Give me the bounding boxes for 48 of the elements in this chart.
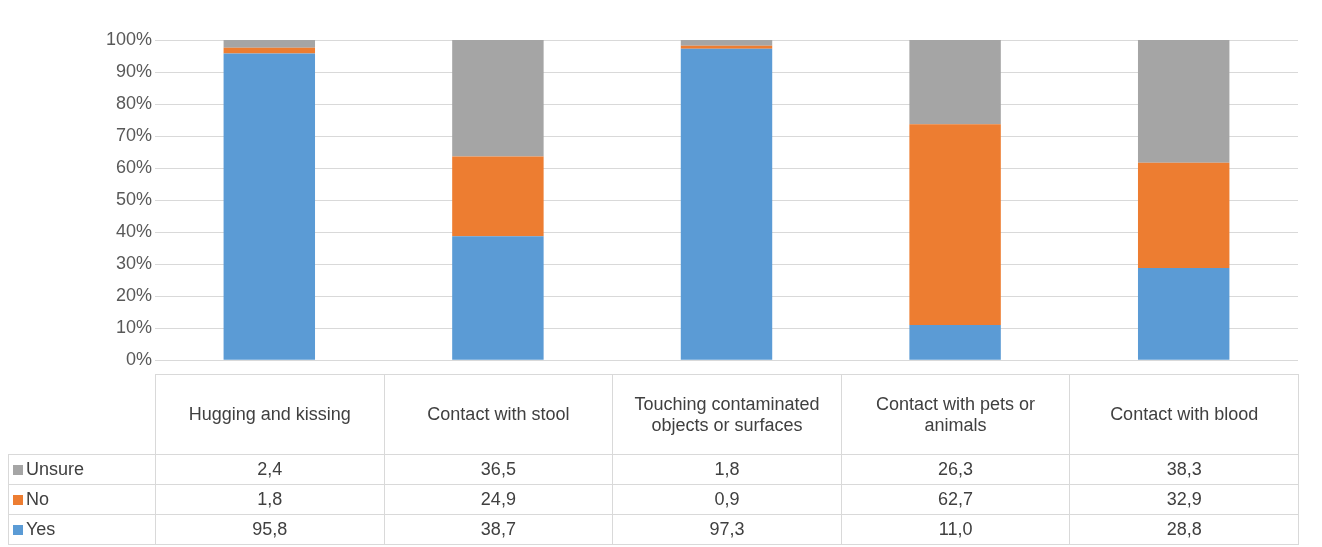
bar <box>680 40 773 46</box>
legend-label: No <box>26 489 50 509</box>
x-tick-label: Hugging and kissing <box>155 374 385 455</box>
data-label: 38,7 <box>384 514 613 545</box>
y-tick-label: 60% <box>115 157 152 178</box>
legend-label: Yes <box>26 519 56 539</box>
y-tick-label: 30% <box>115 253 152 274</box>
data-label: 38,3 <box>1069 454 1299 485</box>
bar <box>1137 40 1230 163</box>
data-label: 2,4 <box>155 454 385 485</box>
y-tick-label: 100% <box>105 28 152 49</box>
y-tick-label: 80% <box>115 93 152 114</box>
bar <box>909 324 1001 360</box>
bar <box>909 124 1001 325</box>
data-label: 11,0 <box>841 514 1070 545</box>
data-label: 0,9 <box>612 484 842 515</box>
data-label: 1,8 <box>155 484 385 515</box>
data-label: 26,3 <box>841 454 1070 485</box>
bar <box>680 48 773 360</box>
x-tick-label: Contact with pets or animals <box>841 374 1070 455</box>
x-tick-label: Contact with stool <box>384 374 613 455</box>
y-tick-label: 40% <box>115 221 152 242</box>
y-tick-label: 20% <box>115 285 152 306</box>
bar <box>223 53 316 360</box>
x-tick-label: Contact with blood <box>1069 374 1299 455</box>
legend-label: Unsure <box>26 459 85 479</box>
data-label: 32,9 <box>1069 484 1299 515</box>
data-label: 97,3 <box>612 514 842 545</box>
y-tick-label: 70% <box>115 125 152 146</box>
data-label: 1,8 <box>612 454 842 485</box>
data-label: 36,5 <box>384 454 613 485</box>
data-label: 95,8 <box>155 514 385 545</box>
bar <box>1137 162 1230 268</box>
y-tick-label: 10% <box>115 317 152 338</box>
bar <box>452 236 544 360</box>
bar <box>909 40 1001 125</box>
data-label: 24,9 <box>384 484 613 515</box>
y-tick-label: 0% <box>125 349 152 370</box>
data-label: 28,8 <box>1069 514 1299 545</box>
bar <box>680 45 773 49</box>
y-tick-label: 90% <box>115 60 152 81</box>
y-tick-label: 50% <box>115 189 152 210</box>
bar <box>452 156 544 237</box>
bar <box>223 40 316 48</box>
bar <box>1137 267 1230 360</box>
data-label: 62,7 <box>841 484 1070 515</box>
bar <box>452 40 544 157</box>
x-tick-label: Touching contaminated objects or surfaces <box>612 374 842 455</box>
